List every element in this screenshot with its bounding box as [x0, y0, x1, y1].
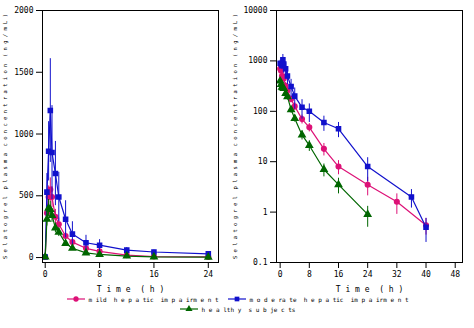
- svg-text:40: 40: [421, 270, 431, 279]
- svg-text:8: 8: [307, 270, 312, 279]
- html-text:m o d e ra te h e p a tic im p: m o d e ra te h e p a tic im p a irm e n…: [249, 295, 409, 303]
- svg-text:1500: 1500: [14, 68, 33, 77]
- svg-text:10000: 10000: [243, 6, 267, 15]
- svg-text:S e l a t o g r e l p l a s m: S e l a t o g r e l p l a s m a c o n c …: [232, 14, 239, 259]
- svg-text:T i m e ( h ): T i m e ( h ): [336, 285, 403, 294]
- svg-text:48: 48: [450, 270, 460, 279]
- svg-text:24: 24: [363, 270, 373, 279]
- svg-text:24: 24: [203, 270, 213, 279]
- html-text:m ild h e p a tic im p a irm e: m ild h e p a tic im p a irm e n t: [88, 295, 219, 303]
- svg-text:0: 0: [43, 270, 48, 279]
- svg-text:8: 8: [97, 270, 102, 279]
- svg-text:0: 0: [278, 270, 283, 279]
- svg-text:10: 10: [258, 157, 268, 166]
- svg-text:1: 1: [263, 208, 268, 217]
- svg-text:1000: 1000: [14, 130, 33, 139]
- svg-text:32: 32: [392, 270, 402, 279]
- svg-text:16: 16: [149, 270, 159, 279]
- html-text:h e a lth y s u b je c ts: h e a lth y s u b je c ts: [201, 305, 296, 313]
- svg-text:2000: 2000: [14, 6, 33, 15]
- svg-text:1000: 1000: [248, 56, 267, 65]
- svg-text:500: 500: [19, 191, 34, 200]
- svg-text:S e l a t o g r e l p l a s m: S e l a t o g r e l p l a s m a c o n c …: [2, 14, 9, 259]
- svg-text:0.1: 0.1: [253, 258, 268, 267]
- svg-text:T i m e ( h ): T i m e ( h ): [97, 285, 164, 294]
- svg-text:0: 0: [29, 253, 34, 262]
- svg-text:16: 16: [334, 270, 344, 279]
- svg-text:100: 100: [253, 107, 268, 116]
